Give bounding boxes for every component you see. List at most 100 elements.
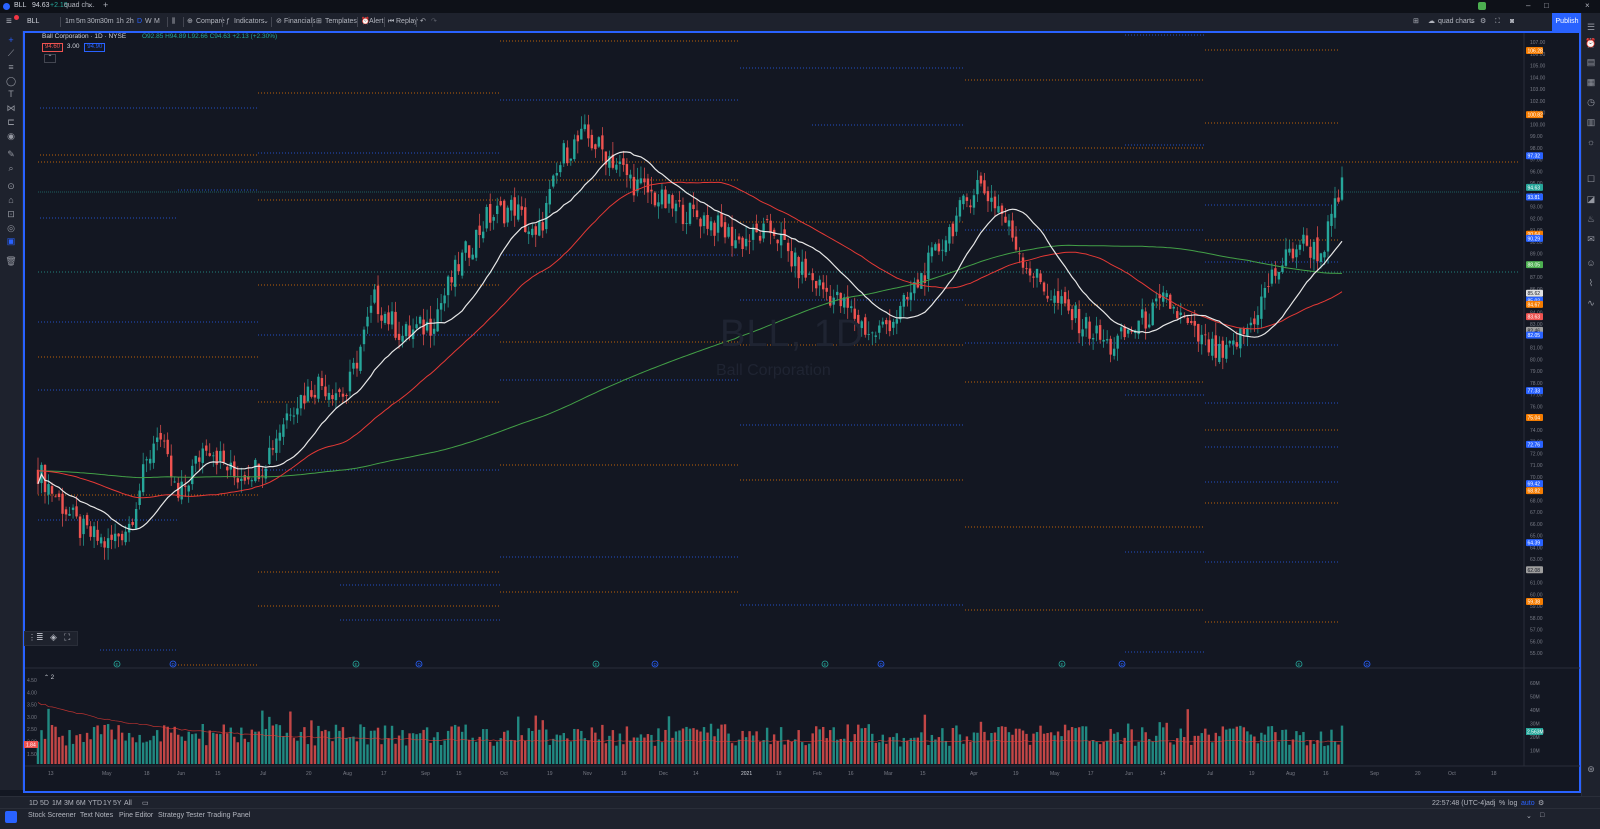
measure-icon[interactable]: ⊏: [7, 117, 15, 127]
menu-icon[interactable]: ≡: [6, 16, 12, 27]
object-tree-icon[interactable]: ⊛: [1587, 764, 1595, 774]
volume-collapse[interactable]: ⌃ 2: [44, 675, 55, 681]
streams-icon[interactable]: ☼: [1586, 137, 1596, 147]
range-1d[interactable]: 1D: [29, 800, 38, 807]
pulse-icon[interactable]: ∿: [1587, 298, 1595, 308]
trendline-icon[interactable]: ⟋: [7, 48, 15, 58]
range-1m[interactable]: 1M: [52, 800, 62, 807]
go-to-date-icon[interactable]: ▭: [142, 800, 149, 807]
range-all[interactable]: All: [124, 800, 132, 807]
chat-icon[interactable]: ☐: [1586, 174, 1596, 184]
draw-lock-icon[interactable]: ⊡: [7, 209, 15, 219]
eye-icon[interactable]: ◉: [7, 131, 15, 141]
calendar-icon[interactable]: ◷: [1587, 97, 1595, 107]
visibility-icon[interactable]: ◎: [7, 223, 15, 233]
layout-dropdown-icon[interactable]: ⌄: [1469, 18, 1475, 25]
maximize-icon[interactable]: □: [1544, 1, 1549, 10]
lock-icon[interactable]: ⌂: [8, 195, 14, 205]
financials-icon[interactable]: ⊘: [276, 18, 282, 25]
range-1y[interactable]: 1Y: [103, 800, 112, 807]
drag-handle-icon[interactable]: ⋮: [28, 633, 36, 642]
add-tab-icon[interactable]: +: [103, 0, 109, 10]
tab-trading-panel[interactable]: Trading Panel: [207, 812, 251, 819]
tab-stock-screener[interactable]: Stock Screener: [28, 812, 76, 819]
pattern-icon[interactable]: ⋈: [6, 103, 16, 113]
financials-button[interactable]: Financials: [284, 18, 316, 25]
indicators-icon[interactable]: ƒ: [226, 18, 230, 25]
publish-button[interactable]: Publish: [1552, 13, 1582, 31]
ask-box[interactable]: 94.90: [84, 43, 106, 52]
zoom-icon[interactable]: ⌕: [8, 163, 14, 173]
redo-icon[interactable]: ↷: [431, 18, 437, 25]
window-close-icon[interactable]: ×: [1585, 1, 1590, 10]
close-tab-icon[interactable]: ×: [88, 1, 93, 10]
templates-icon[interactable]: ⊞: [316, 18, 322, 25]
indicators-button[interactable]: Indicators: [234, 18, 265, 25]
settings-icon[interactable]: ⚙: [1480, 18, 1487, 25]
news-icon[interactable]: ▦: [1586, 77, 1596, 87]
interval-1m[interactable]: 1m: [65, 18, 75, 25]
alert-icon[interactable]: ⏰: [361, 18, 370, 25]
text-icon[interactable]: T: [8, 89, 14, 99]
help-icon[interactable]: ✉: [1587, 234, 1595, 244]
interval-w[interactable]: W: [145, 18, 152, 25]
hotlists-icon[interactable]: ♨: [1586, 214, 1596, 224]
range-5y[interactable]: 5Y: [113, 800, 122, 807]
minimize-icon[interactable]: –: [1526, 1, 1531, 10]
notifications-icon[interactable]: ◪: [1586, 194, 1596, 204]
crosshair-icon[interactable]: +: [8, 35, 14, 45]
tab-ticker[interactable]: BLL: [14, 2, 27, 9]
auto-toggle[interactable]: auto: [1521, 800, 1535, 807]
adj-toggle[interactable]: adj: [1486, 800, 1496, 807]
replay-button[interactable]: Replay: [396, 18, 418, 25]
indicators-dropdown-icon[interactable]: ⌄: [263, 18, 269, 25]
profile-icon[interactable]: [1478, 2, 1486, 10]
messages-icon[interactable]: ☺: [1586, 258, 1596, 268]
alert-button[interactable]: Alert: [369, 18, 384, 25]
cloud-icon[interactable]: ☁: [1428, 18, 1435, 25]
tab-strategy-tester[interactable]: Strategy Tester: [158, 812, 205, 819]
watchlist-icon[interactable]: ☰: [1586, 22, 1596, 32]
bid-box[interactable]: 94.60: [42, 43, 64, 52]
percent-toggle[interactable]: %: [1499, 800, 1506, 807]
log-toggle[interactable]: log: [1508, 800, 1518, 807]
brush-icon[interactable]: ◯: [5, 76, 17, 86]
tab-pine-editor[interactable]: Pine Editor: [119, 812, 154, 819]
trash-icon[interactable]: 🗑: [5, 256, 17, 266]
range-ytd[interactable]: YTD: [88, 800, 102, 807]
alerts-icon[interactable]: ⏰: [1585, 38, 1597, 48]
eye-toggle-icon[interactable]: ◈: [50, 632, 57, 642]
compare-icon[interactable]: ⊕: [187, 18, 193, 25]
interval-d[interactable]: D: [137, 18, 143, 25]
layout-icon[interactable]: ⊞: [1413, 18, 1419, 25]
list-icon[interactable]: ≣: [36, 632, 44, 642]
interval-5m[interactable]: 5m: [76, 18, 86, 25]
tab-text-notes[interactable]: Text Notes: [80, 812, 114, 819]
magnet-icon[interactable]: ⊙: [7, 181, 15, 191]
interval-2h[interactable]: 2h: [126, 18, 134, 25]
range-6m[interactable]: 6M: [76, 800, 86, 807]
symbol-search[interactable]: BLL: [27, 18, 40, 25]
panel-maximize-icon[interactable]: □: [1540, 812, 1545, 819]
legend-title[interactable]: Ball Corporation · 1D · NYSE: [42, 33, 127, 40]
undo-icon[interactable]: ↶: [420, 18, 426, 25]
data-window-icon[interactable]: ▤: [1586, 57, 1596, 67]
compare-button[interactable]: Compare: [196, 18, 225, 25]
fullscreen-icon[interactable]: ⛶: [1495, 18, 1500, 25]
panel-collapse-icon[interactable]: ⌄: [1526, 813, 1532, 820]
layout-name[interactable]: quad charts: [1438, 18, 1475, 25]
ideas-icon[interactable]: ▥: [1586, 117, 1596, 127]
interval-30m-b[interactable]: 30m: [100, 18, 114, 25]
interval-1h[interactable]: 1h: [116, 18, 124, 25]
interval-30m-a[interactable]: 30m: [87, 18, 101, 25]
templates-button[interactable]: Templates: [325, 18, 357, 25]
camera-icon[interactable]: ◙: [1510, 18, 1515, 25]
fib-icon[interactable]: ≡: [8, 62, 14, 72]
favorite-icon[interactable]: ▣: [6, 236, 16, 246]
replay-icon[interactable]: ⏮: [388, 18, 395, 25]
chart-type-icon[interactable]: ⫼: [172, 18, 176, 25]
clock[interactable]: 22:57:48 (UTC-4): [1432, 800, 1487, 807]
pencil-icon[interactable]: ✎: [7, 149, 15, 159]
trend-icon[interactable]: ⌇: [1588, 278, 1594, 288]
